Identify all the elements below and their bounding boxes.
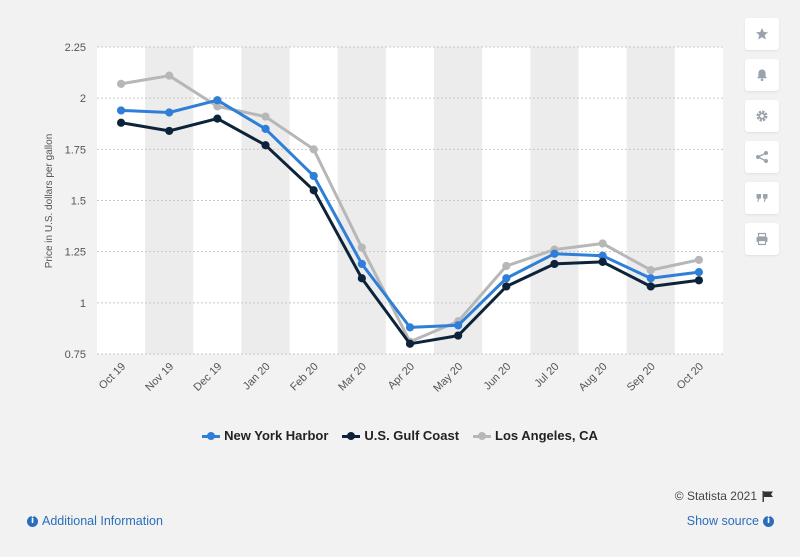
info-icon: i xyxy=(27,515,38,527)
data-point xyxy=(116,118,126,127)
gear-icon xyxy=(756,110,768,122)
data-point xyxy=(213,114,222,123)
data-point xyxy=(454,331,463,340)
y-tick-label: 0.75 xyxy=(65,349,86,361)
settings-button[interactable] xyxy=(745,100,779,132)
legend-swatch xyxy=(473,431,492,441)
chart-legend: New York Harbor U.S. Gulf Coast Los Ange… xyxy=(0,428,800,443)
data-point xyxy=(694,276,704,285)
y-tick-label: 1.25 xyxy=(65,247,86,259)
statista-credit: © Statista 2021 xyxy=(675,489,774,503)
print-button[interactable] xyxy=(745,223,779,255)
data-point xyxy=(213,96,222,105)
data-point xyxy=(165,126,174,136)
additional-information-label: Additional Information xyxy=(42,514,163,528)
y-axis-label: Price in U.S. dollars per gallon xyxy=(44,134,55,269)
y-tick-label: 2 xyxy=(80,93,86,105)
legend-swatch xyxy=(342,431,361,441)
legend-label: U.S. Gulf Coast xyxy=(364,428,460,443)
additional-information-link[interactable]: i Additional Information xyxy=(27,514,163,528)
legend-label: Los Angeles, CA xyxy=(495,428,598,443)
favorite-button[interactable] xyxy=(745,18,779,50)
data-point xyxy=(454,321,463,330)
data-point xyxy=(694,268,704,277)
star-icon xyxy=(756,28,768,40)
data-point xyxy=(309,186,318,195)
cite-button[interactable] xyxy=(745,182,779,214)
credit-text: © Statista 2021 xyxy=(674,489,757,503)
data-point xyxy=(405,323,415,332)
data-point xyxy=(165,71,174,80)
quote-icon xyxy=(756,194,768,202)
data-point xyxy=(116,79,126,88)
info-icon: i xyxy=(763,515,774,527)
share-icon xyxy=(756,151,768,163)
data-point xyxy=(261,124,270,133)
data-point xyxy=(646,282,655,291)
show-source-label: Show source xyxy=(686,514,759,528)
data-point xyxy=(502,274,511,283)
y-tick-label: 1 xyxy=(80,298,86,310)
legend-item-new-york-harbor[interactable]: New York Harbor xyxy=(202,428,328,443)
print-icon xyxy=(756,232,768,246)
data-point xyxy=(261,141,270,150)
data-point xyxy=(646,265,655,275)
legend-label: New York Harbor xyxy=(224,428,329,443)
y-tick-label: 1.75 xyxy=(65,144,86,156)
data-point xyxy=(116,106,126,115)
data-point xyxy=(309,145,318,154)
data-point xyxy=(598,239,607,248)
data-point xyxy=(357,243,366,252)
data-point xyxy=(309,171,318,181)
show-source-link[interactable]: Show source i xyxy=(687,514,774,528)
data-point xyxy=(502,261,511,271)
y-tick-label: 2.25 xyxy=(65,42,86,54)
data-point xyxy=(357,259,366,269)
legend-item-us-gulf-coast[interactable]: U.S. Gulf Coast xyxy=(342,428,459,443)
data-point xyxy=(598,257,607,266)
bell-icon xyxy=(757,69,767,82)
data-point xyxy=(405,339,415,348)
legend-swatch xyxy=(202,431,221,441)
data-point xyxy=(261,112,270,121)
share-button[interactable] xyxy=(745,141,779,173)
y-tick-label: 1.5 xyxy=(71,196,86,208)
data-point xyxy=(550,249,559,258)
data-point xyxy=(646,274,655,283)
data-point xyxy=(357,274,366,283)
data-point xyxy=(502,282,511,291)
flag-icon[interactable] xyxy=(762,490,774,502)
data-point xyxy=(694,255,704,264)
legend-item-los-angeles[interactable]: Los Angeles, CA xyxy=(473,428,598,443)
data-point xyxy=(165,108,174,117)
side-toolbar xyxy=(745,18,781,264)
data-point xyxy=(550,259,559,269)
notification-button[interactable] xyxy=(745,59,779,91)
